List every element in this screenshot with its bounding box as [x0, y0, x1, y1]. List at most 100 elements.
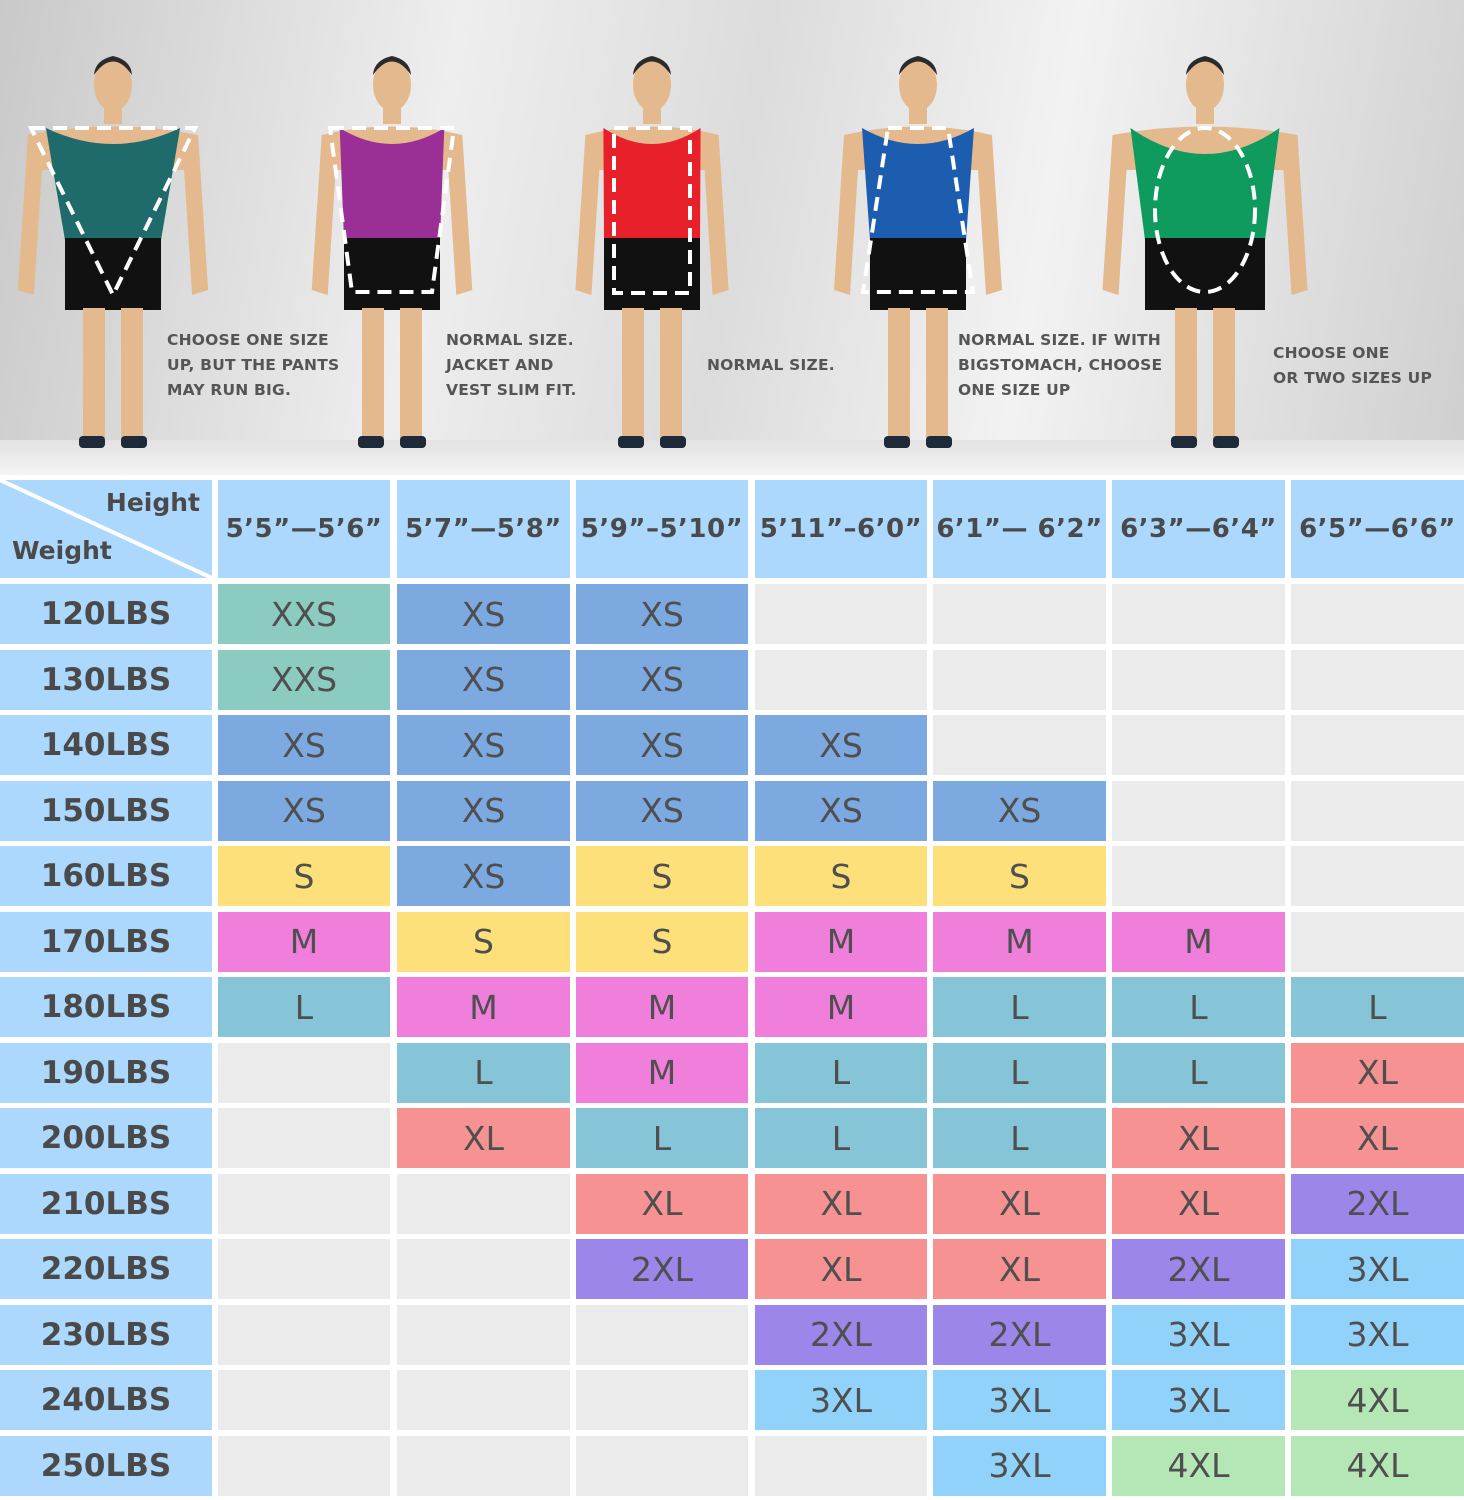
size-cell — [1112, 846, 1285, 906]
weight-label: 240LBS — [0, 1370, 212, 1430]
weight-label: 230LBS — [0, 1304, 212, 1365]
height-header: 6’3”—6’4” — [1112, 480, 1285, 578]
size-cell — [218, 1435, 390, 1496]
table-corner: Height Weight — [0, 480, 212, 578]
size-cell: XL — [755, 1239, 927, 1299]
size-cell — [218, 1304, 390, 1365]
size-cell: XS — [755, 780, 927, 841]
weight-label: 250LBS — [0, 1435, 212, 1496]
size-cell: XS — [576, 715, 748, 775]
size-cell: XXS — [218, 649, 390, 710]
height-header: 5’5”—5’6” — [218, 480, 390, 578]
size-cell: XS — [397, 846, 570, 906]
size-cell — [218, 1239, 390, 1299]
size-cell — [1291, 715, 1464, 775]
weight-label: 160LBS — [0, 846, 212, 906]
size-cell: XL — [755, 1173, 927, 1234]
size-cell — [1291, 649, 1464, 710]
size-cell: S — [397, 911, 570, 972]
person-icon — [17, 56, 209, 448]
weight-label: 130LBS — [0, 649, 212, 710]
size-cell: L — [1291, 977, 1464, 1037]
size-cell: 2XL — [755, 1304, 927, 1365]
person-icon — [1102, 56, 1308, 448]
weight-label: 140LBS — [0, 715, 212, 775]
size-cell: M — [1112, 911, 1285, 972]
size-cell — [1112, 715, 1285, 775]
size-cell — [397, 1304, 570, 1365]
size-cell — [755, 584, 927, 644]
size-cell: L — [397, 1042, 570, 1103]
size-cell: L — [218, 977, 390, 1037]
size-cell: XS — [755, 715, 927, 775]
weight-label: 190LBS — [0, 1042, 212, 1103]
size-cell: L — [1112, 977, 1285, 1037]
fit-note: NORMAL SIZE. — [707, 356, 835, 374]
height-header: 5’9”–5’10” — [576, 480, 748, 578]
size-cell: 3XL — [933, 1435, 1106, 1496]
size-cell — [218, 1370, 390, 1430]
size-cell: XL — [933, 1239, 1106, 1299]
weight-label: 180LBS — [0, 977, 212, 1037]
size-cell — [1291, 911, 1464, 972]
size-cell: S — [576, 846, 748, 906]
size-cell: 3XL — [755, 1370, 927, 1430]
height-header: 5’11”–6’0” — [755, 480, 927, 578]
size-cell: S — [576, 911, 748, 972]
fit-note: CHOOSE ONE SIZE UP, BUT THE PANTS MAY RU… — [167, 331, 340, 399]
size-cell: 4XL — [1291, 1370, 1464, 1430]
body-figure — [282, 40, 502, 469]
size-cell: 2XL — [1291, 1173, 1464, 1234]
size-cell — [576, 1435, 748, 1496]
size-cell — [576, 1370, 748, 1430]
size-cell: L — [576, 1108, 748, 1168]
size-cell — [397, 1370, 570, 1430]
size-cell: L — [755, 1042, 927, 1103]
size-cell: S — [933, 846, 1106, 906]
height-axis-label: Height — [105, 488, 200, 517]
size-cell — [1112, 649, 1285, 710]
size-cell — [933, 584, 1106, 644]
person-icon — [575, 56, 729, 448]
size-cell — [576, 1304, 748, 1365]
size-cell — [1112, 584, 1285, 644]
size-cell: XS — [397, 780, 570, 841]
size-cell: XL — [397, 1108, 570, 1168]
size-cell — [933, 715, 1106, 775]
weight-axis-label: Weight — [12, 536, 112, 565]
size-cell: XS — [576, 780, 748, 841]
size-cell — [1291, 780, 1464, 841]
fit-note: NORMAL SIZE. IF WITH BIGSTOMACH, CHOOSE … — [958, 331, 1163, 399]
size-cell: XL — [576, 1173, 748, 1234]
size-cell: L — [755, 1108, 927, 1168]
size-cell: 3XL — [1112, 1370, 1285, 1430]
fit-note: CHOOSE ONE OR TWO SIZES UP — [1273, 344, 1433, 387]
size-cell: M — [218, 911, 390, 972]
size-cell: 2XL — [1112, 1239, 1285, 1299]
body-figure — [542, 40, 762, 469]
size-cell — [218, 1173, 390, 1234]
size-cell: XS — [397, 715, 570, 775]
size-cell — [218, 1108, 390, 1168]
weight-label: 120LBS — [0, 584, 212, 644]
size-cell: M — [576, 977, 748, 1037]
size-cell: 3XL — [1291, 1239, 1464, 1299]
size-cell: M — [755, 977, 927, 1037]
size-cell: 2XL — [576, 1239, 748, 1299]
person-icon — [311, 56, 473, 448]
height-header: 6’5”—6’6” — [1291, 480, 1464, 578]
size-cell — [218, 1042, 390, 1103]
size-cell — [1291, 584, 1464, 644]
weight-label: 170LBS — [0, 911, 212, 972]
size-cell — [1291, 846, 1464, 906]
size-table: Height Weight 5’5”—5’6” 5’7”—5’8” 5’9”–5’1… — [0, 480, 1464, 1500]
size-cell: M — [755, 911, 927, 972]
size-cell — [933, 649, 1106, 710]
size-cell — [1112, 780, 1285, 841]
size-cell: 3XL — [1112, 1304, 1285, 1365]
size-cell — [755, 1435, 927, 1496]
body-figure — [3, 40, 223, 469]
size-cell: XS — [397, 649, 570, 710]
weight-label: 200LBS — [0, 1108, 212, 1168]
size-cell — [397, 1173, 570, 1234]
